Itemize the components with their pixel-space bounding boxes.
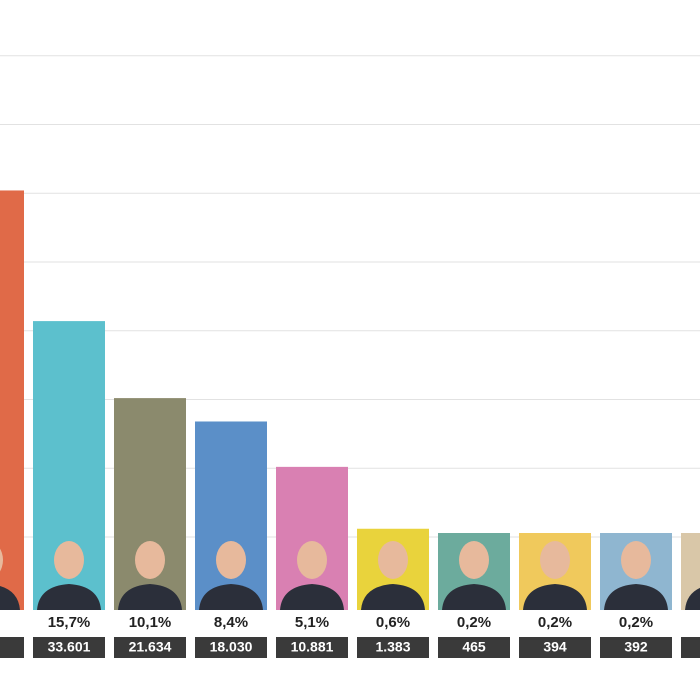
vote-label: 392 [624,639,648,655]
portrait-body [0,586,20,610]
portrait-head [540,541,570,579]
portrait-head [378,541,408,579]
vote-label: 1.383 [375,639,410,655]
portrait-body [280,584,344,610]
vote-box [681,637,700,658]
vote-box [600,637,672,658]
portrait-body [442,584,506,610]
vote-box [195,637,267,658]
value-label: 15,7% [48,614,91,631]
portrait-body [361,584,425,610]
value-label: 0,6% [376,614,410,631]
portrait-head [621,541,651,579]
portrait-head [54,541,84,579]
vote-box [276,637,348,658]
portrait-body [118,584,182,610]
portrait-head [135,541,165,579]
value-label: 0,2% [457,614,491,631]
vote-label: 465 [462,639,486,655]
portrait-body [37,584,101,610]
bar [0,190,24,611]
portrait-head [0,548,3,572]
vote-box [519,637,591,658]
vote-box [357,637,429,658]
vote-label: 33.601 [48,639,91,655]
vote-box [438,637,510,658]
bar [195,421,267,610]
vote-box [114,637,186,658]
portrait-body [604,584,668,610]
portrait-body [199,584,263,610]
value-label: 0,2% [538,614,572,631]
vote-label: 10.881 [291,639,334,655]
portrait-head [459,541,489,579]
portrait-body [523,584,587,610]
value-label: 10,1% [129,614,172,631]
value-label: 5,1% [295,614,329,631]
portrait-body [685,587,700,610]
portrait-head [216,541,246,579]
portrait-head [297,541,327,579]
vote-label: 21.634 [129,639,172,655]
vote-box [33,637,105,658]
value-label: 0,2% [619,614,653,631]
vote-label: 18.030 [210,639,253,655]
vote-label: 394 [543,639,567,655]
vote-box [0,637,24,658]
value-label: 8,4% [214,614,248,631]
